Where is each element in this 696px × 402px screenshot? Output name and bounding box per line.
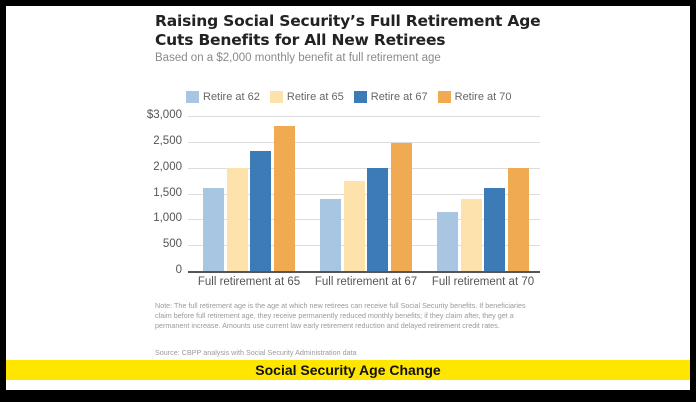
legend-label: Retire at 67 <box>370 91 428 103</box>
y-tick-label: 0 <box>175 264 182 276</box>
chart-subtitle: Based on a $2,000 monthly benefit at ful… <box>155 52 441 64</box>
bar <box>507 167 529 271</box>
gridline <box>188 141 540 143</box>
chart-title: Raising Social Security’s Full Retiremen… <box>155 12 541 50</box>
bar <box>250 151 271 271</box>
legend-item: Retire at 67 <box>353 91 428 103</box>
bar <box>226 167 248 271</box>
legend-label: Retire at 70 <box>454 91 512 103</box>
y-tick-label: 1,500 <box>153 186 182 199</box>
bar <box>484 188 505 271</box>
title-line-1: Raising Social Security’s Full Retiremen… <box>155 12 541 30</box>
y-tick-label: 2,000 <box>153 160 182 173</box>
caption-banner: Social Security Age Change <box>6 360 690 380</box>
bar <box>437 212 458 271</box>
legend-swatch <box>437 91 451 103</box>
bar <box>460 198 482 271</box>
x-axis-line <box>188 271 540 273</box>
bar <box>203 188 224 271</box>
chart-note: Note: The full retirement age is the age… <box>155 301 526 330</box>
legend-label: Retire at 62 <box>203 91 260 103</box>
chart-source: Source: CBPP analysis with Social Securi… <box>155 348 357 357</box>
legend-swatch <box>353 91 367 103</box>
gridline <box>188 116 540 117</box>
x-axis-label: Full retirement at 67 <box>314 276 418 288</box>
bar <box>273 126 295 271</box>
title-line-2: Cuts Benefits for All New Retirees <box>155 31 446 49</box>
chart-legend: Retire at 62 Retire at 65 Retire at 67 Reti… <box>186 91 512 103</box>
legend-swatch <box>186 91 199 103</box>
legend-item: Retire at 65 <box>269 91 344 103</box>
y-tick-label: 1,000 <box>153 212 182 225</box>
y-tick-label: $3,000 <box>146 109 182 121</box>
legend-item: Retire at 70 <box>437 91 512 103</box>
legend-item: Retire at 62 <box>186 91 260 103</box>
legend-label: Retire at 65 <box>286 91 344 103</box>
chart-frame: Raising Social Security’s Full Retiremen… <box>6 6 690 390</box>
y-tick-label: 500 <box>162 238 182 251</box>
bar <box>343 181 365 271</box>
bar <box>320 198 341 271</box>
legend-swatch <box>269 91 283 103</box>
x-axis-label: Full retirement at 70 <box>431 276 535 288</box>
bar <box>390 142 412 271</box>
bar <box>367 167 388 271</box>
x-axis-label: Full retirement at 65 <box>197 276 301 288</box>
gridline <box>188 167 540 169</box>
y-tick-label: 2,500 <box>153 134 182 147</box>
